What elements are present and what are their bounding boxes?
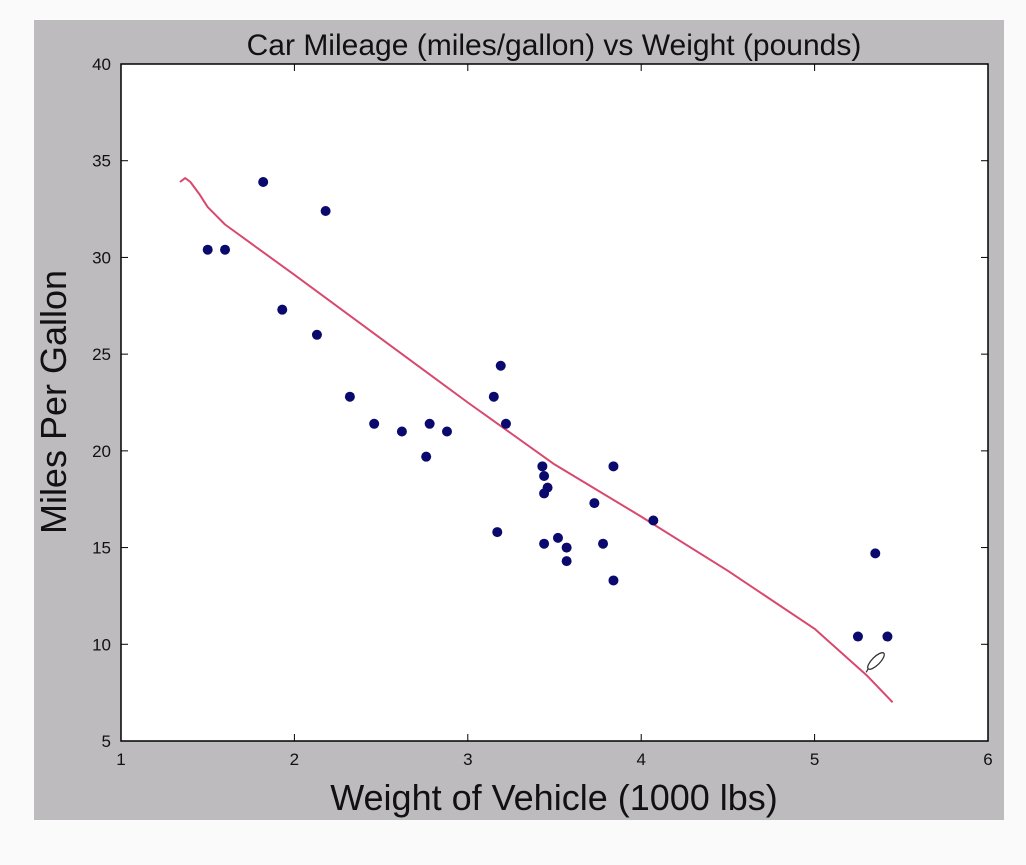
x-tick-label: 2 [290,750,299,769]
scatter-points [202,176,893,642]
y-tick-label: 40 [92,55,111,74]
data-point [320,206,331,217]
chart: Car Mileage (miles/gallon) vs Weight (po… [34,29,993,818]
data-point [220,244,231,255]
y-tick-label: 25 [92,345,111,364]
data-point [539,538,550,549]
data-point [311,329,322,340]
pen-cursor-icon [865,652,885,673]
y-tick-label: 30 [92,248,111,267]
data-point [852,631,863,642]
data-point [870,548,881,559]
y-tick-label: 35 [92,152,111,171]
data-point [589,498,600,509]
data-point [258,176,269,187]
y-tick-label: 10 [92,635,111,654]
data-point [488,391,499,402]
data-point [344,391,355,402]
data-point [277,304,288,315]
data-point [882,631,893,642]
y-tick-label: 5 [102,732,111,751]
data-point [500,418,511,429]
data-point [424,418,435,429]
x-tick-label: 4 [636,750,645,769]
y-tick-label: 15 [92,539,111,558]
data-point [441,426,452,437]
y-tick-label: 20 [92,442,111,461]
data-point [598,538,609,549]
data-point [648,515,659,526]
data-point [202,244,213,255]
y-axis-label: Miles Per Gallon [34,270,74,534]
data-point [552,532,563,543]
x-tick-label: 3 [463,750,472,769]
data-point [492,527,503,538]
x-tick-label: 6 [983,750,992,769]
data-point [369,418,380,429]
x-axis-label: Weight of Vehicle (1000 lbs) [330,777,778,818]
data-point [539,471,550,482]
x-tick-label: 1 [116,750,125,769]
data-point [537,461,548,472]
chart-title: Car Mileage (miles/gallon) vs Weight (po… [247,29,862,62]
data-point [561,556,572,567]
data-point [421,451,432,462]
data-point [561,542,572,553]
plot-area [120,63,989,742]
data-point [608,461,619,472]
data-point [495,360,506,371]
fit-line-layer [179,177,894,703]
figure-canvas: Car Mileage (miles/gallon) vs Weight (po… [34,20,1004,820]
data-point [608,575,619,586]
data-point [396,426,407,437]
x-tick-label: 5 [810,750,819,769]
fit-line [179,177,894,703]
data-point [542,482,553,493]
axis-ticks: 1 2 3 4 5 6 5 10 15 20 25 30 35 40 [92,55,993,769]
